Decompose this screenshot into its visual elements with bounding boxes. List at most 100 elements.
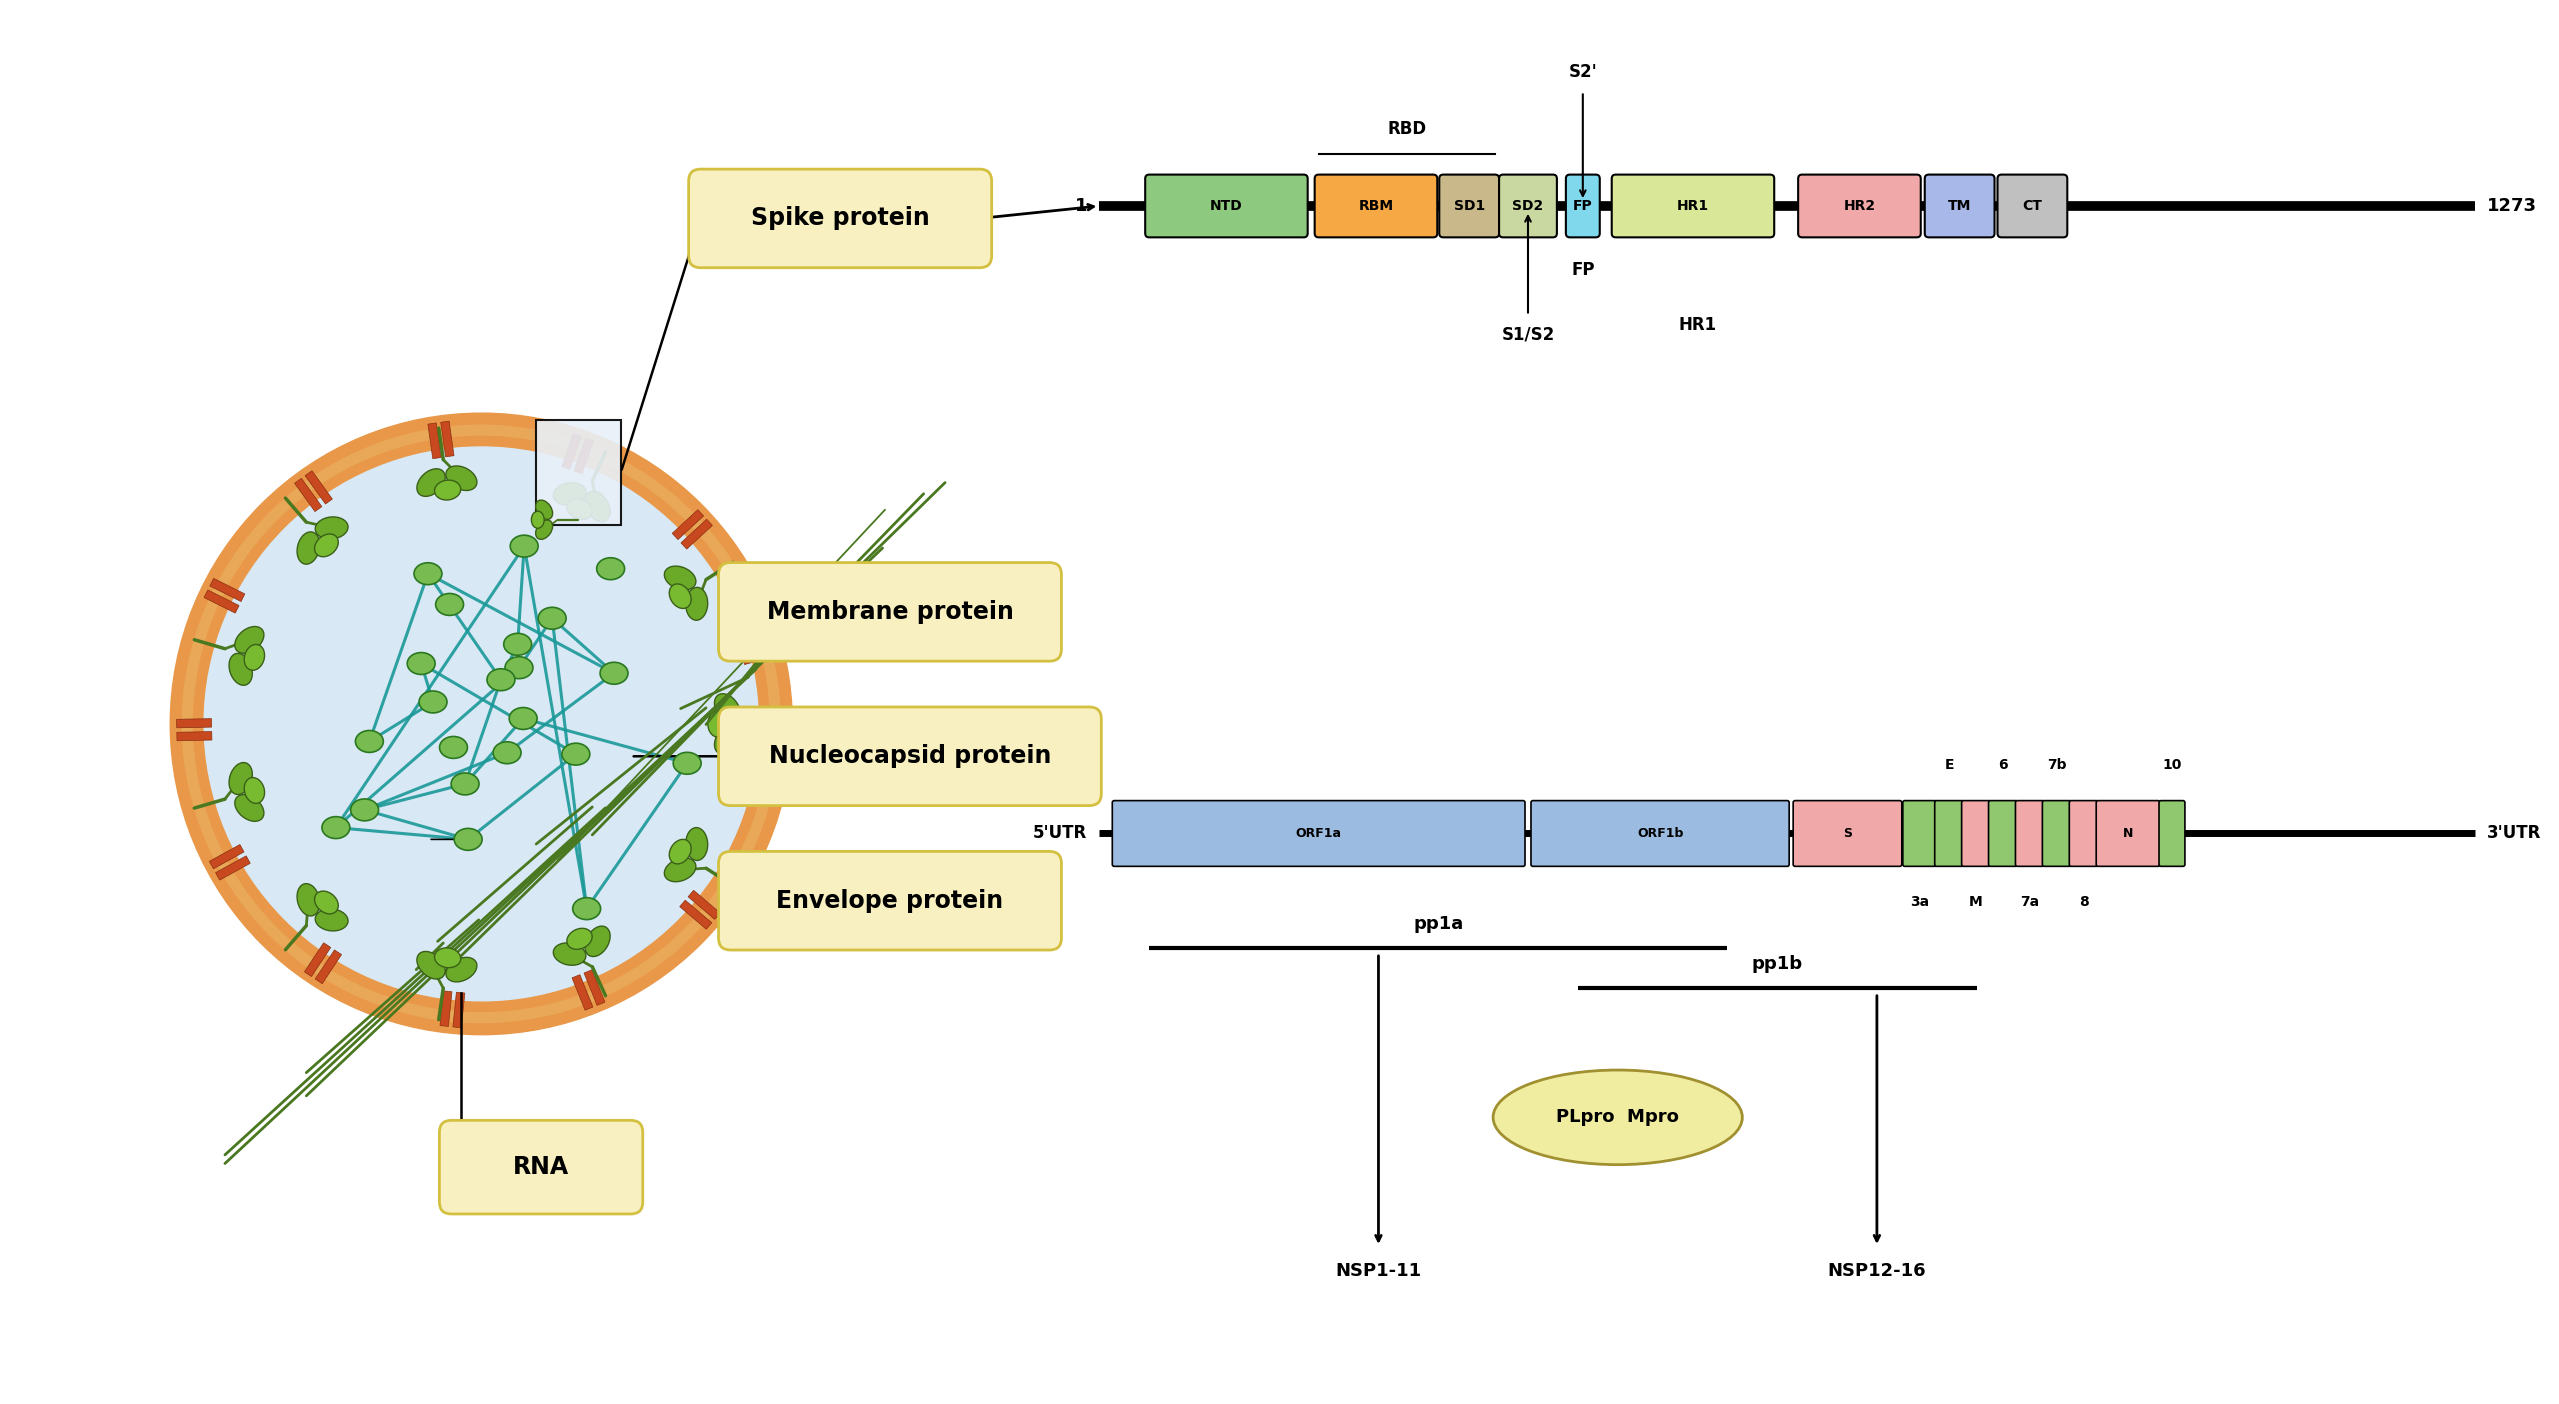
Ellipse shape bbox=[509, 535, 537, 557]
Text: NTD: NTD bbox=[1210, 199, 1244, 213]
Ellipse shape bbox=[504, 633, 532, 656]
Ellipse shape bbox=[435, 594, 463, 615]
Text: 3'UTR: 3'UTR bbox=[2487, 824, 2541, 842]
Ellipse shape bbox=[445, 466, 476, 490]
Ellipse shape bbox=[417, 469, 445, 497]
Text: SD2: SD2 bbox=[1512, 199, 1543, 213]
Ellipse shape bbox=[407, 653, 435, 674]
Polygon shape bbox=[294, 479, 322, 511]
Ellipse shape bbox=[670, 840, 691, 863]
Polygon shape bbox=[453, 993, 466, 1028]
FancyBboxPatch shape bbox=[1924, 174, 1993, 237]
Ellipse shape bbox=[315, 534, 338, 557]
Polygon shape bbox=[177, 731, 212, 741]
Text: PLpro  Mpro: PLpro Mpro bbox=[1556, 1108, 1679, 1126]
Polygon shape bbox=[742, 785, 778, 802]
FancyBboxPatch shape bbox=[1500, 174, 1556, 237]
Text: RBM: RBM bbox=[1359, 199, 1395, 213]
Polygon shape bbox=[681, 519, 711, 549]
Ellipse shape bbox=[537, 608, 566, 629]
Text: HR2: HR2 bbox=[1842, 199, 1876, 213]
Text: 6: 6 bbox=[1999, 758, 2009, 772]
Text: Nucleocapsid protein: Nucleocapsid protein bbox=[768, 744, 1052, 768]
Text: 7a: 7a bbox=[2022, 896, 2040, 910]
Ellipse shape bbox=[596, 557, 624, 580]
Text: CT: CT bbox=[2022, 199, 2042, 213]
Polygon shape bbox=[177, 719, 212, 727]
Ellipse shape bbox=[486, 668, 514, 691]
FancyBboxPatch shape bbox=[1799, 174, 1922, 237]
Ellipse shape bbox=[420, 691, 448, 713]
FancyBboxPatch shape bbox=[1999, 174, 2068, 237]
Text: HR1: HR1 bbox=[1679, 316, 1717, 334]
Ellipse shape bbox=[445, 958, 476, 981]
Text: NSP1-11: NSP1-11 bbox=[1336, 1262, 1420, 1280]
Polygon shape bbox=[315, 951, 340, 984]
Polygon shape bbox=[427, 423, 440, 459]
Text: 8: 8 bbox=[2078, 896, 2088, 910]
FancyBboxPatch shape bbox=[1146, 174, 1308, 237]
Polygon shape bbox=[583, 970, 604, 1005]
FancyBboxPatch shape bbox=[1988, 800, 2016, 866]
Ellipse shape bbox=[665, 858, 696, 882]
Polygon shape bbox=[573, 438, 594, 473]
Ellipse shape bbox=[553, 943, 586, 966]
Text: 10: 10 bbox=[2162, 758, 2183, 772]
Ellipse shape bbox=[553, 483, 586, 505]
Polygon shape bbox=[745, 772, 780, 789]
Ellipse shape bbox=[322, 817, 351, 838]
Text: Membrane protein: Membrane protein bbox=[768, 600, 1013, 623]
Ellipse shape bbox=[435, 948, 461, 967]
FancyBboxPatch shape bbox=[2016, 800, 2045, 866]
FancyBboxPatch shape bbox=[719, 708, 1100, 806]
Text: 5'UTR: 5'UTR bbox=[1034, 824, 1088, 842]
Polygon shape bbox=[740, 635, 775, 651]
Ellipse shape bbox=[714, 694, 740, 723]
Ellipse shape bbox=[453, 828, 481, 851]
Text: 1273: 1273 bbox=[2487, 197, 2536, 215]
Text: SD1: SD1 bbox=[1454, 199, 1484, 213]
Ellipse shape bbox=[435, 480, 461, 500]
Ellipse shape bbox=[665, 566, 696, 590]
Text: Envelope protein: Envelope protein bbox=[775, 889, 1003, 913]
Ellipse shape bbox=[509, 708, 537, 730]
Ellipse shape bbox=[686, 827, 709, 861]
Polygon shape bbox=[205, 590, 238, 614]
FancyBboxPatch shape bbox=[1438, 174, 1500, 237]
Polygon shape bbox=[215, 856, 251, 880]
FancyBboxPatch shape bbox=[2070, 800, 2098, 866]
Ellipse shape bbox=[235, 626, 264, 653]
Ellipse shape bbox=[599, 663, 627, 684]
FancyBboxPatch shape bbox=[688, 168, 993, 268]
Text: M: M bbox=[1970, 896, 1983, 910]
Polygon shape bbox=[563, 434, 581, 469]
Ellipse shape bbox=[535, 500, 553, 519]
Ellipse shape bbox=[440, 737, 468, 758]
Ellipse shape bbox=[235, 795, 264, 821]
Text: FP: FP bbox=[1571, 261, 1594, 279]
Ellipse shape bbox=[670, 584, 691, 608]
Ellipse shape bbox=[297, 883, 320, 915]
FancyBboxPatch shape bbox=[1566, 174, 1599, 237]
Ellipse shape bbox=[494, 741, 522, 764]
FancyBboxPatch shape bbox=[1530, 800, 1789, 866]
Text: S2': S2' bbox=[1569, 63, 1597, 81]
Polygon shape bbox=[742, 647, 778, 664]
FancyBboxPatch shape bbox=[1794, 800, 1901, 866]
Text: E: E bbox=[1945, 758, 1955, 772]
Ellipse shape bbox=[686, 587, 709, 621]
Text: 7b: 7b bbox=[2047, 758, 2068, 772]
Text: S1/S2: S1/S2 bbox=[1502, 326, 1556, 344]
Circle shape bbox=[205, 446, 757, 1001]
Polygon shape bbox=[673, 510, 704, 539]
Ellipse shape bbox=[568, 498, 591, 519]
Text: RNA: RNA bbox=[512, 1155, 568, 1179]
Ellipse shape bbox=[586, 927, 609, 956]
Ellipse shape bbox=[1492, 1070, 1743, 1165]
Polygon shape bbox=[305, 470, 333, 504]
Text: 1: 1 bbox=[1075, 197, 1088, 215]
Ellipse shape bbox=[450, 774, 479, 795]
Ellipse shape bbox=[243, 644, 264, 670]
Polygon shape bbox=[440, 421, 453, 456]
FancyBboxPatch shape bbox=[1113, 800, 1525, 866]
